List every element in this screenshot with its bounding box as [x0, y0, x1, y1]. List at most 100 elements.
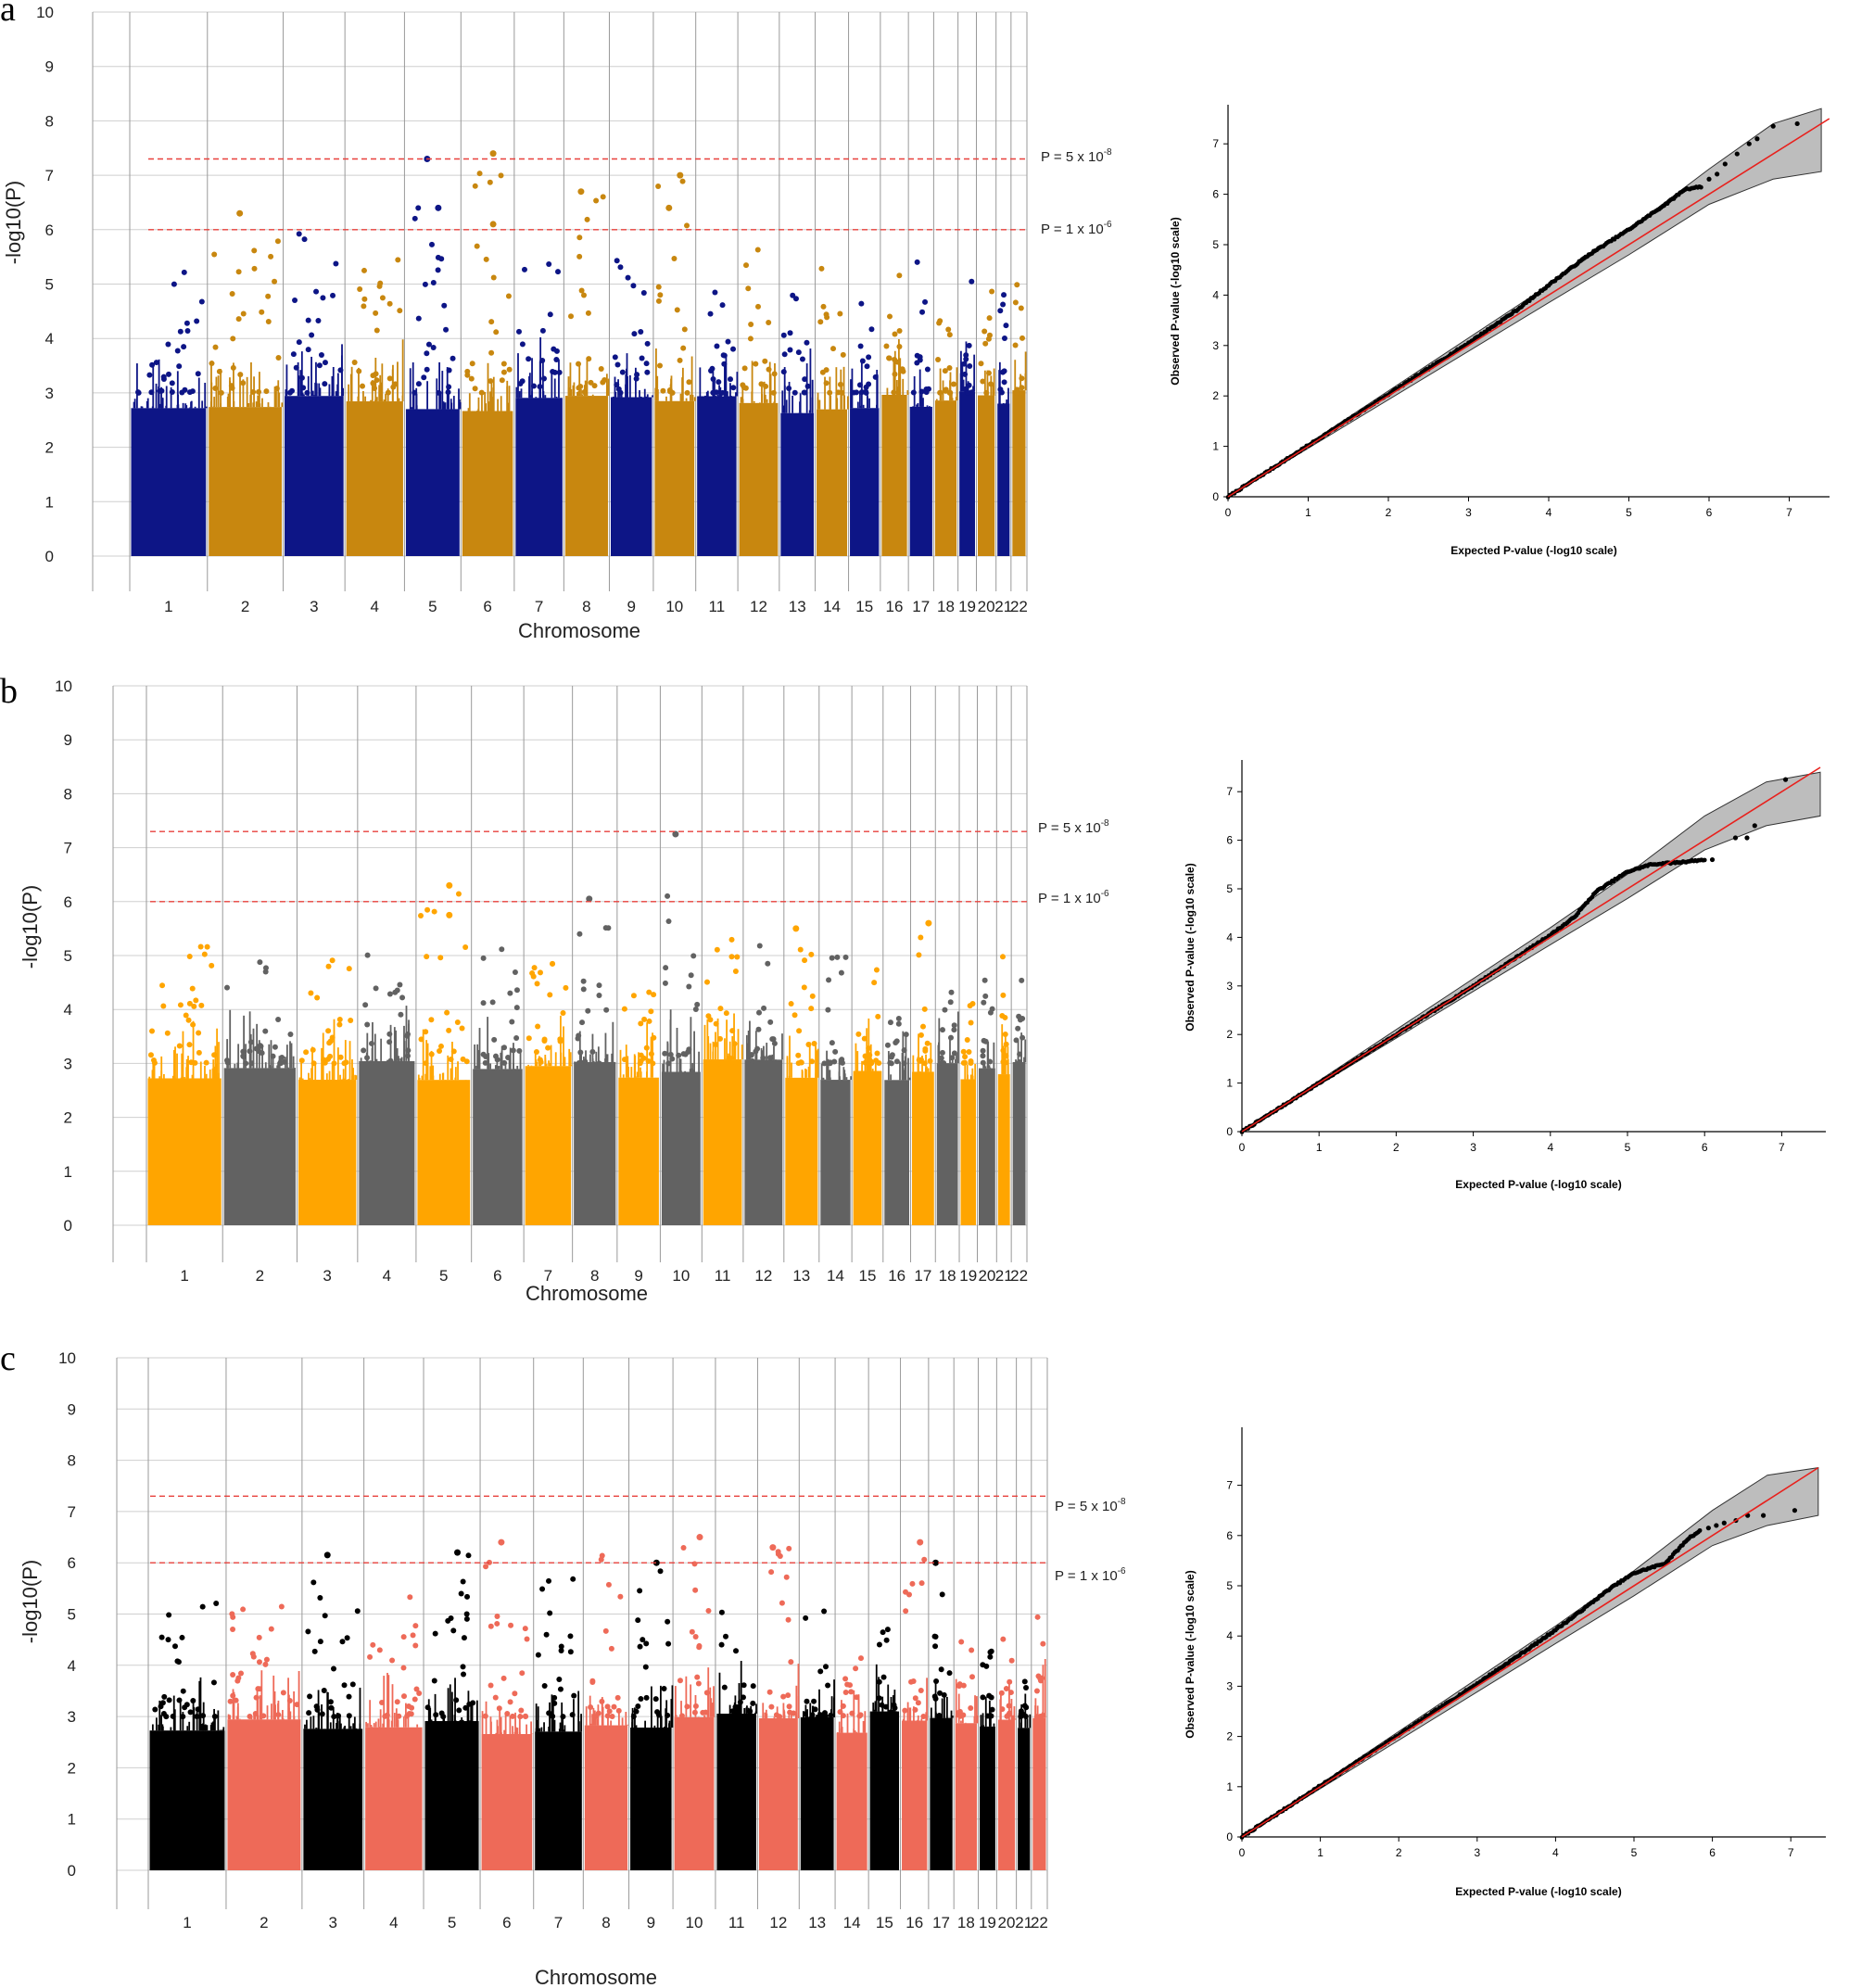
- spike: [607, 1713, 609, 1726]
- snp-point: [308, 990, 314, 996]
- spike: [270, 1040, 272, 1069]
- spike: [974, 1064, 977, 1080]
- qq-y-tick-label-2: 2: [1212, 389, 1219, 402]
- chromosome-label-21: 21: [994, 598, 1012, 615]
- snp-point: [966, 342, 972, 348]
- spike: [336, 1047, 339, 1081]
- snp-point: [872, 374, 879, 380]
- spike: [141, 406, 144, 409]
- qq-y-tick-label-3: 3: [1226, 1679, 1233, 1692]
- snp-point: [766, 1689, 773, 1695]
- snp-point: [286, 1697, 293, 1703]
- snp-point: [530, 383, 537, 389]
- spike: [484, 391, 487, 412]
- spike: [829, 1070, 831, 1081]
- spike: [201, 400, 204, 409]
- snp-point: [513, 987, 520, 994]
- spike: [518, 391, 521, 399]
- snp-point: [229, 1611, 235, 1617]
- manhattan-y-axis-title-b: -log10(P): [19, 885, 42, 969]
- snp-point: [816, 1714, 822, 1720]
- spike: [217, 375, 220, 408]
- chromosome-label-7: 7: [544, 1267, 552, 1285]
- threshold-label-5e-8-b: P = 5 x 10-8: [1038, 818, 1109, 836]
- spike: [200, 1724, 203, 1731]
- dense-band-chr3: [285, 396, 344, 556]
- spike: [851, 368, 854, 409]
- spike: [690, 1684, 692, 1717]
- snp-point: [537, 384, 543, 390]
- spike: [974, 1695, 976, 1724]
- snp-point: [392, 989, 399, 995]
- snp-point: [951, 1050, 957, 1057]
- dense-band-chr19: [959, 391, 975, 556]
- dense-band-chr21: [1018, 1728, 1031, 1870]
- snp-point: [595, 1710, 602, 1716]
- snp-point: [256, 388, 262, 395]
- spike: [685, 398, 688, 401]
- spike: [489, 391, 491, 412]
- spike: [791, 1062, 792, 1078]
- snp-point: [406, 1703, 412, 1710]
- spike: [955, 1058, 956, 1064]
- spike: [940, 389, 943, 401]
- spike: [310, 1068, 312, 1081]
- snp-point: [854, 389, 860, 396]
- snp-point: [823, 311, 830, 318]
- snp-point: [213, 1600, 220, 1606]
- spike: [468, 393, 471, 412]
- spike: [308, 1072, 310, 1081]
- spike: [176, 371, 179, 409]
- snp-point: [876, 1059, 882, 1066]
- snp-point: [362, 1002, 369, 1008]
- spike: [438, 1073, 441, 1081]
- snp-point: [761, 1005, 767, 1011]
- spike: [287, 1067, 289, 1069]
- snp-point: [638, 1696, 644, 1703]
- snp-point: [671, 256, 678, 262]
- spike: [348, 1715, 350, 1729]
- snp-point: [922, 1045, 929, 1052]
- spike: [553, 378, 556, 399]
- snp-point: [689, 1628, 695, 1635]
- snp-point: [796, 1028, 803, 1034]
- snp-point: [472, 386, 478, 392]
- snp-point: [802, 957, 808, 964]
- spike: [738, 1683, 741, 1714]
- snp-point: [918, 1580, 925, 1587]
- snp-point: [915, 1700, 921, 1706]
- spike: [209, 1069, 211, 1079]
- spike: [929, 406, 931, 407]
- snp-point: [446, 367, 452, 374]
- spike: [478, 1028, 481, 1070]
- snp-point: [709, 365, 716, 372]
- chromosome-points-9: [610, 258, 653, 556]
- top-hit-point-2: [586, 895, 593, 903]
- snp-point: [985, 336, 992, 342]
- spike: [956, 1053, 957, 1064]
- threshold-label-5e-8-a: P = 5 x 10-8: [1041, 147, 1112, 165]
- spike: [809, 348, 812, 413]
- spike: [393, 1713, 396, 1728]
- snp-point: [906, 1591, 913, 1598]
- snp-point: [386, 375, 393, 382]
- spike: [454, 1067, 457, 1081]
- snp-point: [450, 1627, 457, 1634]
- spike: [1008, 1683, 1010, 1720]
- spike: [1024, 1039, 1027, 1062]
- chromosome-label-6: 6: [502, 1914, 511, 1931]
- spike: [920, 1718, 923, 1721]
- snp-point: [333, 260, 339, 267]
- snp-point: [233, 1697, 239, 1703]
- tail-point-4: [1746, 141, 1752, 146]
- spike: [926, 405, 929, 407]
- spike: [281, 1714, 284, 1720]
- snp-point: [460, 1664, 466, 1670]
- spike: [173, 1049, 175, 1079]
- snp-point: [229, 291, 235, 298]
- snp-point: [149, 1028, 156, 1034]
- snp-point: [605, 925, 612, 931]
- spike: [817, 1048, 819, 1078]
- snp-point: [721, 1684, 728, 1690]
- snp-point: [201, 951, 208, 957]
